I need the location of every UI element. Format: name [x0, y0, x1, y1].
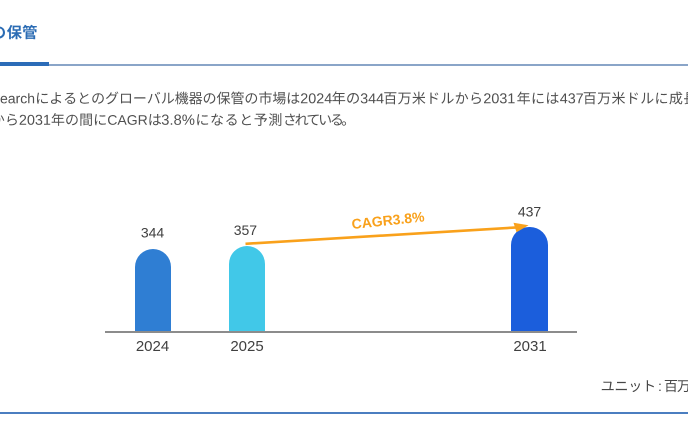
svg-text:357: 357 — [234, 222, 258, 238]
svg-text:344: 344 — [141, 224, 165, 240]
svg-text:2024: 2024 — [136, 338, 169, 355]
svg-text:CAGR3.8%: CAGR3.8% — [351, 208, 426, 232]
svg-text:437: 437 — [518, 204, 542, 220]
svg-text:2031: 2031 — [513, 338, 546, 355]
svg-text:2025: 2025 — [230, 338, 263, 355]
